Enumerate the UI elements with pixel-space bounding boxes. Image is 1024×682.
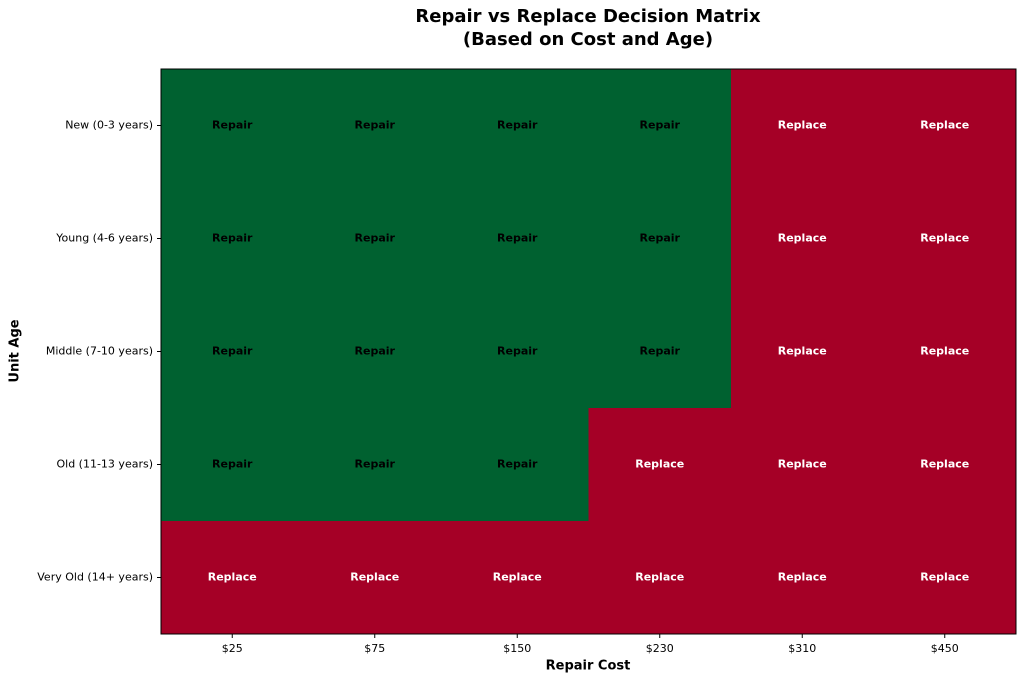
cell-label: Repair: [212, 232, 253, 245]
cell: [873, 408, 1017, 522]
x-tick-label: $450: [931, 642, 959, 655]
cell: [161, 295, 304, 409]
cell-label: Replace: [920, 571, 969, 584]
cell-label: Replace: [635, 571, 684, 584]
cell-label: Replace: [778, 232, 827, 245]
cell: [303, 182, 447, 296]
cell-label: Replace: [208, 571, 257, 584]
cell-label: Repair: [497, 232, 538, 245]
cell: [446, 295, 589, 409]
cell-label: Repair: [497, 458, 538, 471]
cell: [161, 182, 304, 296]
x-tick-label: $25: [222, 642, 243, 655]
cell-label: Repair: [355, 119, 396, 132]
cell-label: Replace: [920, 119, 969, 132]
cell: [588, 521, 732, 635]
cell-label: Replace: [635, 458, 684, 471]
cell: [731, 182, 874, 296]
cell: [731, 69, 874, 183]
cell-label: Replace: [778, 345, 827, 358]
cell: [873, 69, 1017, 183]
cell: [588, 408, 732, 522]
y-axis-label: Unit Age: [8, 319, 23, 382]
x-tick-label: $150: [503, 642, 531, 655]
cell: [303, 69, 447, 183]
x-tick-label: $75: [364, 642, 385, 655]
cell-label: Repair: [640, 345, 681, 358]
cell: [161, 408, 304, 522]
cell: [873, 521, 1017, 635]
cell: [446, 69, 589, 183]
cell: [873, 295, 1017, 409]
cell: [588, 295, 732, 409]
cell-label: Repair: [497, 345, 538, 358]
cell: [731, 521, 874, 635]
cell-label: Replace: [920, 458, 969, 471]
cell-label: Replace: [350, 571, 399, 584]
cell: [588, 69, 732, 183]
cell-label: Repair: [355, 458, 396, 471]
cell-label: Replace: [778, 458, 827, 471]
cell: [446, 408, 589, 522]
cell: [731, 408, 874, 522]
x-tick-label: $230: [646, 642, 674, 655]
cell: [873, 182, 1017, 296]
x-tick-label: $310: [788, 642, 816, 655]
y-tick-label: Middle (7-10 years): [46, 345, 153, 358]
cell-label: Repair: [212, 345, 253, 358]
cell-label: Repair: [355, 345, 396, 358]
cell-label: Repair: [640, 119, 681, 132]
cell: [588, 182, 732, 296]
cell-label: Replace: [493, 571, 542, 584]
cell-label: Repair: [355, 232, 396, 245]
cell: [446, 521, 589, 635]
cell: [303, 408, 447, 522]
y-tick-label: Very Old (14+ years): [37, 571, 153, 584]
cell: [446, 182, 589, 296]
y-tick-label: New (0-3 years): [65, 119, 153, 132]
cell-label: Replace: [920, 345, 969, 358]
cell-label: Replace: [778, 119, 827, 132]
cell: [161, 69, 304, 183]
cell-label: Repair: [212, 458, 253, 471]
cell-label: Repair: [212, 119, 253, 132]
chart-title: Repair vs Replace Decision Matrix: [415, 6, 761, 27]
y-tick-label: Old (11-13 years): [56, 458, 153, 471]
cell-label: Replace: [778, 571, 827, 584]
x-axis-label: Repair Cost: [546, 659, 631, 674]
cell: [731, 295, 874, 409]
cell-label: Repair: [497, 119, 538, 132]
cell-label: Replace: [920, 232, 969, 245]
chart-subtitle: (Based on Cost and Age): [463, 29, 713, 50]
cell: [303, 521, 447, 635]
cell-label: Repair: [640, 232, 681, 245]
cell: [161, 521, 304, 635]
cell: [303, 295, 447, 409]
y-tick-label: Young (4-6 years): [55, 232, 153, 245]
